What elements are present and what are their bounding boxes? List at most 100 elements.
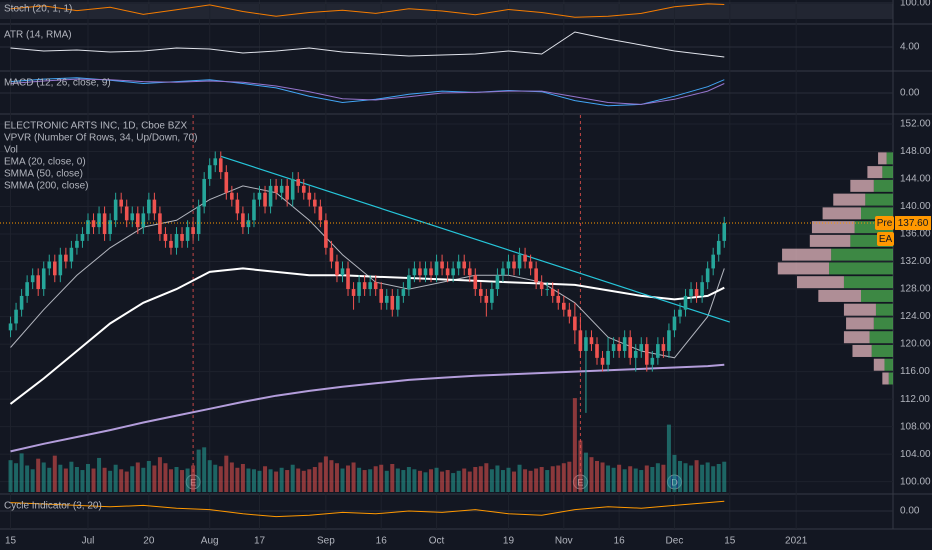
candle-body [91, 220, 96, 228]
series-legend: SMMA (50, close) [4, 169, 83, 180]
candle-body [158, 213, 162, 235]
volume-bar [174, 467, 179, 492]
candle-body [80, 234, 85, 241]
candle-body [30, 275, 35, 283]
candle-body [550, 289, 555, 296]
volume-bar [63, 468, 68, 492]
volume-bar [456, 470, 461, 492]
volume-bar [517, 464, 522, 492]
profile-down [873, 358, 885, 371]
x-tick-label: 2021 [785, 536, 808, 547]
profile-up [861, 289, 893, 302]
profile-up [882, 166, 893, 179]
candle-body [296, 178, 301, 186]
y-tick-label: 120.00 [900, 339, 931, 350]
panel-title: ATR (14, RMA) [4, 30, 72, 41]
volume-bar [279, 467, 284, 492]
profile-down [811, 221, 855, 234]
volume-bar [74, 467, 79, 492]
candle-body [185, 227, 190, 241]
y-tick-label: 144.00 [900, 174, 931, 185]
volume-bar [251, 469, 256, 492]
indicator-line [10, 77, 725, 107]
trendline [220, 155, 730, 323]
volume-bar [224, 455, 229, 492]
candle-body [69, 247, 74, 262]
candle-body [423, 268, 428, 276]
candle-body [639, 344, 644, 351]
candle-body [628, 337, 632, 358]
volume-bar [323, 456, 328, 492]
candle-body [257, 192, 262, 200]
candle-body [722, 223, 727, 241]
volume-bar [572, 398, 577, 492]
volume-bar [152, 465, 157, 492]
series-legend: SMMA (200, close) [4, 181, 88, 192]
chart-title: ELECTRONIC ARTS INC, 1D, Cboe BZX [4, 121, 188, 132]
x-tick-label: 16 [614, 536, 626, 547]
candle-body [506, 261, 511, 269]
x-tick-label: Nov [555, 536, 573, 547]
y-tick-label: 100.00 [900, 0, 931, 9]
volume-bar [390, 463, 395, 492]
candle-body [268, 185, 273, 207]
candle-body [711, 254, 715, 269]
volume-bar [489, 469, 494, 492]
candle-body [196, 206, 201, 235]
volume-bar [611, 467, 616, 492]
candle-body [390, 295, 395, 310]
volume-bar [213, 464, 218, 492]
pre-label: Pre [877, 218, 893, 229]
candle-body [97, 213, 101, 228]
profile-down [797, 276, 844, 289]
candle-body [152, 199, 157, 214]
volume-bar [47, 467, 52, 492]
candle-body [191, 227, 195, 235]
volume-bar [700, 464, 705, 492]
candle-body [611, 344, 616, 351]
symbol-badge [877, 232, 894, 247]
candle-body [75, 240, 79, 248]
candle-body [113, 199, 118, 221]
volume-bar [440, 471, 445, 492]
volume-bar [202, 447, 207, 492]
candle-body [313, 199, 317, 207]
volume-bar [434, 467, 439, 492]
candle-body [86, 220, 90, 235]
volume-bar [484, 463, 489, 492]
volume-bar [633, 468, 638, 492]
volume-bar [19, 453, 24, 492]
volume-bar [462, 468, 467, 492]
candle-body [600, 357, 605, 365]
candle-body [274, 185, 278, 193]
candle-body [351, 289, 356, 296]
volume-bar [567, 461, 572, 492]
volume-bar [36, 458, 41, 492]
volume-bar [157, 457, 162, 492]
candle-body [495, 275, 500, 290]
indicator-line [10, 363, 725, 453]
candle-body [324, 220, 328, 248]
volume-bar [622, 469, 627, 492]
candle-body [683, 295, 688, 310]
volume-bar [318, 462, 323, 492]
x-tick-label: 19 [503, 536, 515, 547]
profile-down [852, 344, 872, 357]
candle-body [130, 213, 135, 221]
candle-body [174, 234, 179, 248]
candle-body [573, 316, 577, 331]
profile-up [873, 317, 893, 330]
candle-body [512, 261, 516, 269]
candle-body [556, 295, 561, 303]
candle-body [246, 220, 251, 228]
y-tick-label: 108.00 [900, 421, 931, 432]
candle-body [501, 268, 505, 276]
candle-body [252, 199, 256, 221]
volume-bar [401, 470, 406, 492]
candle-body [52, 261, 57, 276]
volume-bar [97, 457, 102, 492]
candle-body [19, 295, 24, 310]
profile-down [843, 303, 876, 316]
volume-bar [307, 469, 312, 492]
